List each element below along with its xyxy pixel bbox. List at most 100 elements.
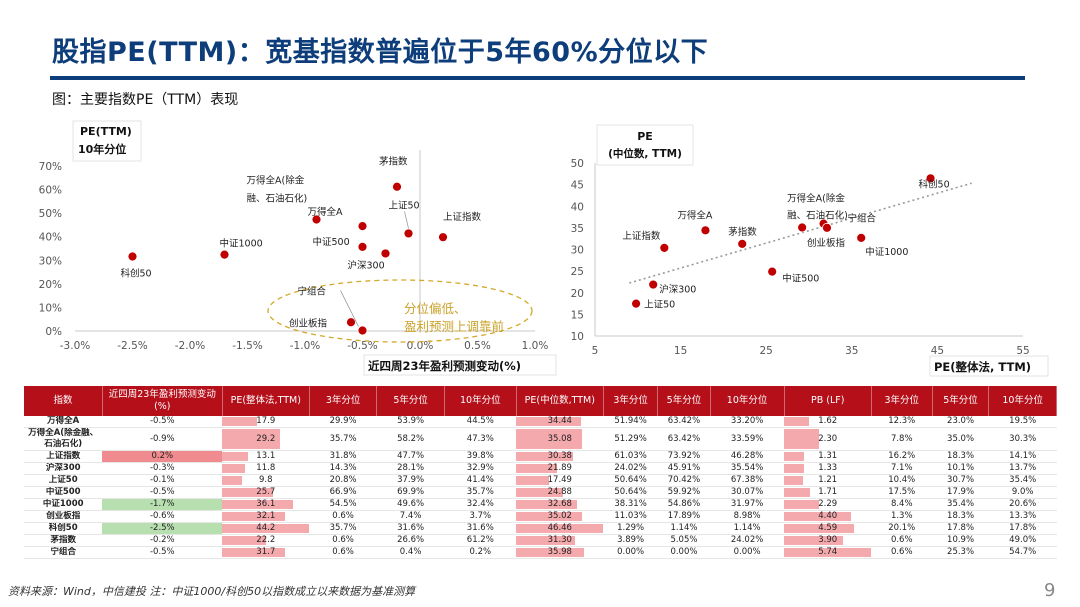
data-bar [222, 512, 286, 521]
cell-pem-5y: 1.14% [657, 522, 711, 535]
cell-pem-5y: 45.91% [657, 462, 711, 475]
table-row: 宁组合 -0.5% 31.7 0.6% 0.4% 0.2% 35.98 0.00% 0.00% 0… [24, 546, 1057, 559]
left-point-label: 创业板指 [289, 317, 328, 329]
cell-pem: 30.38 [516, 450, 604, 463]
right-point [925, 173, 936, 184]
cell-chg: -0.2% [102, 534, 223, 547]
left-point-label: 融、石油石化) [247, 193, 308, 205]
bar-value: 1.21 [818, 475, 838, 485]
right-point [737, 238, 748, 249]
right-point-label: 上证50 [644, 300, 675, 311]
cell-pb: 3.90 [784, 534, 872, 547]
cell-pe-3y: 0.6% [309, 534, 377, 547]
right-y-tick: 10 [571, 331, 584, 343]
cell-pe-10y: 41.4% [444, 474, 517, 487]
cell-pem-5y: 63.42% [657, 427, 711, 451]
cell-pem-5y: 70.42% [657, 474, 711, 487]
cell-pem-10y: 30.07% [710, 486, 785, 499]
bar-value: 25.7 [256, 487, 276, 497]
cell-pb-5y: 35.0% [932, 427, 989, 451]
left-point-label: 中证500 [313, 236, 350, 248]
data-bar [516, 429, 582, 449]
left-x-tick: -0.5% [347, 340, 377, 352]
left-x-tick: -3.0% [60, 340, 90, 352]
bar-value: 36.1 [256, 499, 276, 509]
col-header-pb: PB (LF) [784, 386, 872, 416]
right-point-label: 万得全A(除金 [787, 193, 845, 205]
cell-pem-5y: 0.00% [657, 546, 711, 559]
cell-pe-10y: 61.2% [444, 534, 517, 547]
col-header-pem: PE(中位数,TTM) [516, 386, 604, 416]
cell-pb-10y: 20.6% [988, 498, 1057, 511]
bar-value: 13.1 [256, 451, 276, 461]
cell-chg: -0.5% [102, 416, 223, 428]
right-x-tick: 25 [760, 345, 773, 357]
cell-pem-10y: 1.14% [710, 522, 785, 535]
bar-value: 35.98 [547, 547, 572, 557]
col-header-pb-3y: 3年分位 [871, 386, 933, 416]
cell-pem-10y: 35.54% [710, 462, 785, 475]
cell-pem: 32.68 [516, 498, 604, 511]
cell-pb-10y: 14.1% [988, 450, 1057, 463]
cell-pe-5y: 49.6% [376, 498, 445, 511]
col-header-chg: 近四周23年盈利预测变动(%) [102, 386, 223, 416]
cell-pem: 24.88 [516, 486, 604, 499]
col-header-pb-10y: 10年分位 [988, 386, 1057, 416]
cell-index-name: 创业板指 [24, 510, 103, 523]
left-y-tick: 40% [39, 232, 62, 244]
cell-pem-5y: 73.92% [657, 450, 711, 463]
cell-pe-3y: 29.9% [309, 416, 377, 428]
data-bar [516, 548, 584, 557]
left-point [357, 221, 368, 232]
cell-pe-5y: 69.9% [376, 486, 445, 499]
data-bar [516, 536, 575, 545]
cell-pb-10y: 35.4% [988, 474, 1057, 487]
cell-pem-10y: 46.28% [710, 450, 785, 463]
right-point-label: 创业板指 [807, 237, 846, 249]
left-point-label: 上证50 [389, 200, 420, 211]
cell-pem-10y: 33.59% [710, 427, 785, 451]
bar-value: 31.7 [256, 547, 276, 557]
cell-index-name: 万得全A(除金融、石油石化) [24, 427, 103, 451]
cell-pb-5y: 18.3% [932, 510, 989, 523]
data-bar [784, 524, 854, 533]
cell-index-name: 科创50 [24, 522, 103, 535]
cell-pe-3y: 35.7% [309, 427, 377, 451]
left-xlabel-text: 近四周23年盈利预测变动(%) [368, 359, 521, 373]
data-bar [784, 452, 804, 461]
bar-value: 2.29 [818, 499, 838, 509]
bar-value: 35.08 [547, 433, 572, 444]
cell-index-name: 宁组合 [24, 546, 103, 559]
data-bar [516, 512, 582, 521]
source-footnote: 资料来源：Wind，中信建投 注：中证1000/科创50以指数成立以来数据为基准… [8, 585, 416, 598]
cell-pb-3y: 1.3% [871, 510, 933, 523]
cell-pem-3y: 24.02% [603, 462, 658, 475]
table-row: 上证50 -0.1% 9.8 20.8% 37.9% 41.4% 17.49 50.64% 70… [24, 474, 1057, 487]
left-y-tick: 30% [39, 255, 62, 267]
left-x-tick: -1.0% [290, 340, 320, 352]
cell-pe: 44.2 [222, 522, 310, 535]
cell-pb-10y: 17.8% [988, 522, 1057, 535]
cell-chg: -0.3% [102, 462, 223, 475]
cell-chg: 0.2% [102, 450, 223, 463]
cell-pe-5y: 0.4% [376, 546, 445, 559]
right-x-tick: 15 [674, 345, 687, 357]
left-axes: 0% 10% 20% 30% 40% 50% 60% 70% -3.0% -2.5% -2.0% -1… [39, 150, 548, 352]
cell-pem-3y: 61.03% [603, 450, 658, 463]
cell-pem-10y: 31.97% [710, 498, 785, 511]
cell-pem-10y: 67.38% [710, 474, 785, 487]
cell-pe-3y: 66.9% [309, 486, 377, 499]
cell-pe-10y: 47.3% [444, 427, 517, 451]
bar-value: 4.59 [818, 523, 838, 533]
cell-pem: 35.02 [516, 510, 604, 523]
table-row: 沪深300 -0.3% 11.8 14.3% 28.1% 32.9% 21.89 24.02%… [24, 462, 1057, 475]
bar-value: 29.2 [256, 433, 276, 444]
data-bar [222, 524, 310, 533]
cell-pb: 1.71 [784, 486, 872, 499]
left-x-tick: -1.5% [232, 340, 262, 352]
right-point [700, 225, 711, 236]
cell-pe-5y: 28.1% [376, 462, 445, 475]
cell-pe: 11.8 [222, 462, 310, 475]
cell-chg: -2.5% [102, 522, 223, 535]
